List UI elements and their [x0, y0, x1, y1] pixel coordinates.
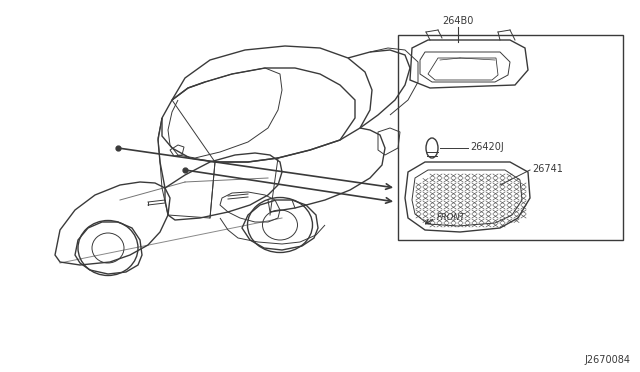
Bar — [398, 35, 623, 240]
Text: 26741: 26741 — [532, 164, 563, 174]
Text: 264B0: 264B0 — [442, 16, 474, 26]
Text: J2670084: J2670084 — [584, 355, 630, 365]
Text: FRONT: FRONT — [437, 212, 466, 221]
Text: 26420J: 26420J — [470, 142, 504, 152]
